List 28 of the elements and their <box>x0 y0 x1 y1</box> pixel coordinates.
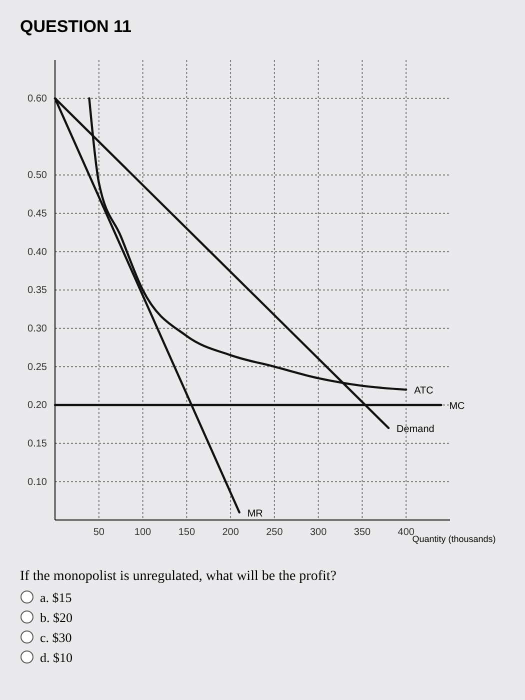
y-tick-label: 0.10 <box>28 476 48 488</box>
y-tick-label: 0.35 <box>28 285 48 296</box>
x-tick-label: 300 <box>310 527 328 538</box>
series-label: MC <box>449 401 465 412</box>
text: d. $10 <box>40 650 72 665</box>
x-tick-label: 350 <box>354 527 371 538</box>
y-tick-label: 0.60 <box>28 94 48 105</box>
text: b. $20 <box>40 610 72 625</box>
x-axis-title: Quantity (thousands) <box>412 534 496 544</box>
text: c. $30 <box>40 630 72 645</box>
x-tick-label: 50 <box>93 527 105 538</box>
y-tick-label: 0.45 <box>28 208 48 220</box>
y-tick-label: 0.30 <box>28 324 48 335</box>
y-tick-label: 0.15 <box>28 438 48 450</box>
series-label: MR <box>247 508 263 520</box>
x-tick-label: 150 <box>178 527 196 538</box>
chart-title: QUESTION 11 <box>20 17 132 36</box>
text: If the monopolist is unregulated, what will be the profit? <box>20 569 336 584</box>
text: a. $15 <box>40 590 72 605</box>
series-label: ATC <box>414 386 434 397</box>
y-tick-label: 0.40 <box>28 246 48 258</box>
x-tick-label: 100 <box>134 527 152 538</box>
y-tick-label: 0.20 <box>28 400 48 412</box>
series-label: Demand <box>396 424 434 435</box>
x-tick-label: 250 <box>266 527 284 538</box>
y-tick-label: 0.50 <box>28 170 48 182</box>
y-tick-label: 0.25 <box>28 362 48 373</box>
x-tick-label: 200 <box>222 527 240 538</box>
